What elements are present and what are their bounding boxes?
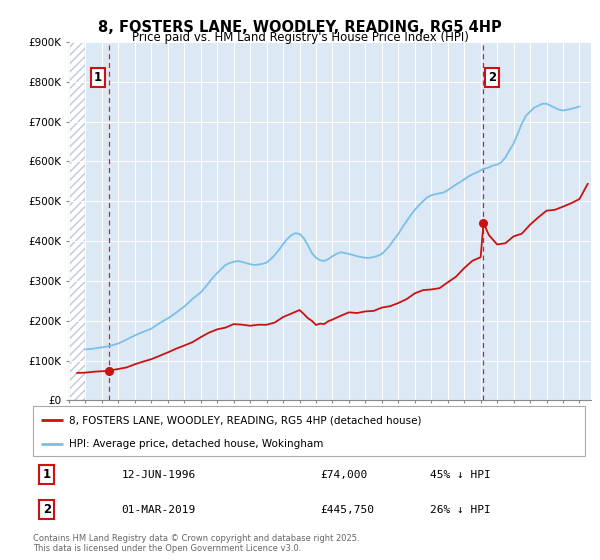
Text: £74,000: £74,000 bbox=[320, 470, 367, 479]
Text: £445,750: £445,750 bbox=[320, 505, 374, 515]
Text: 45% ↓ HPI: 45% ↓ HPI bbox=[430, 470, 491, 479]
Text: 01-MAR-2019: 01-MAR-2019 bbox=[121, 505, 196, 515]
Text: HPI: Average price, detached house, Wokingham: HPI: Average price, detached house, Woki… bbox=[69, 439, 323, 449]
Text: 8, FOSTERS LANE, WOODLEY, READING, RG5 4HP: 8, FOSTERS LANE, WOODLEY, READING, RG5 4… bbox=[98, 20, 502, 35]
Text: 1: 1 bbox=[43, 468, 51, 481]
Bar bbox=[69, 42, 85, 400]
Bar bbox=[69, 42, 85, 400]
Text: 2: 2 bbox=[488, 71, 496, 85]
Text: 1: 1 bbox=[94, 71, 102, 85]
Text: Contains HM Land Registry data © Crown copyright and database right 2025.
This d: Contains HM Land Registry data © Crown c… bbox=[33, 534, 359, 553]
Text: Price paid vs. HM Land Registry's House Price Index (HPI): Price paid vs. HM Land Registry's House … bbox=[131, 31, 469, 44]
Text: 8, FOSTERS LANE, WOODLEY, READING, RG5 4HP (detached house): 8, FOSTERS LANE, WOODLEY, READING, RG5 4… bbox=[69, 415, 421, 425]
FancyBboxPatch shape bbox=[33, 406, 585, 456]
Text: 2: 2 bbox=[43, 503, 51, 516]
Text: 12-JUN-1996: 12-JUN-1996 bbox=[121, 470, 196, 479]
Text: 26% ↓ HPI: 26% ↓ HPI bbox=[430, 505, 491, 515]
